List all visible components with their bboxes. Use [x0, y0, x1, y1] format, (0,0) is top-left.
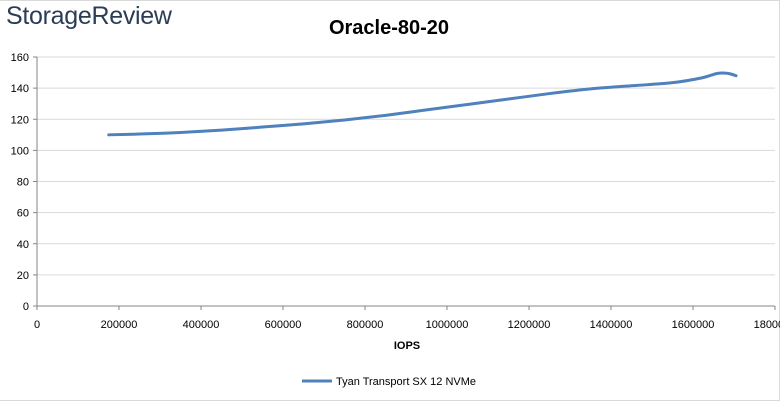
y-tick-label: 120 — [11, 114, 29, 126]
x-axis-label: IOPS — [394, 340, 420, 352]
series-line — [107, 71, 738, 137]
series-lines — [107, 71, 738, 137]
y-tick-labels: 0 20 40 60 80 100 120 140 160 — [11, 52, 29, 313]
x-tick-label: 400000 — [183, 319, 220, 331]
y-tick-label: 60 — [17, 208, 29, 220]
x-tick-label: 800000 — [347, 319, 384, 331]
axes — [33, 56, 776, 310]
y-tick-label: 20 — [17, 270, 29, 282]
legend: Tyan Transport SX 12 NVMe — [302, 376, 476, 388]
chart-title: Oracle-80-20 — [329, 17, 449, 39]
y-tick-label: 160 — [11, 52, 29, 64]
x-tick-label: 1600000 — [672, 319, 715, 331]
x-tick-label: 0 — [34, 319, 40, 331]
y-tick-label: 0 — [23, 301, 29, 313]
x-tick-label: 1400000 — [590, 319, 633, 331]
x-tick-labels: 0 200000 400000 600000 800000 1000000 1200000 1… — [34, 319, 780, 331]
chart-frame-top — [0, 0, 780, 1]
y-tick-label: 140 — [11, 83, 29, 95]
x-tick-label: 1000000 — [426, 319, 469, 331]
storagereview-logo: StorageReview — [6, 2, 172, 30]
x-tick-label: 200000 — [101, 319, 138, 331]
y-tick-label: 100 — [11, 145, 29, 157]
x-tick-label: 1200000 — [508, 319, 551, 331]
gridlines — [37, 56, 775, 276]
x-tick-label: 600000 — [265, 319, 302, 331]
y-tick-label: 40 — [17, 239, 29, 251]
x-tick-label: 1800000 — [754, 319, 780, 331]
y-tick-label: 80 — [17, 177, 29, 189]
legend-entry: Tyan Transport SX 12 NVMe — [336, 376, 476, 388]
